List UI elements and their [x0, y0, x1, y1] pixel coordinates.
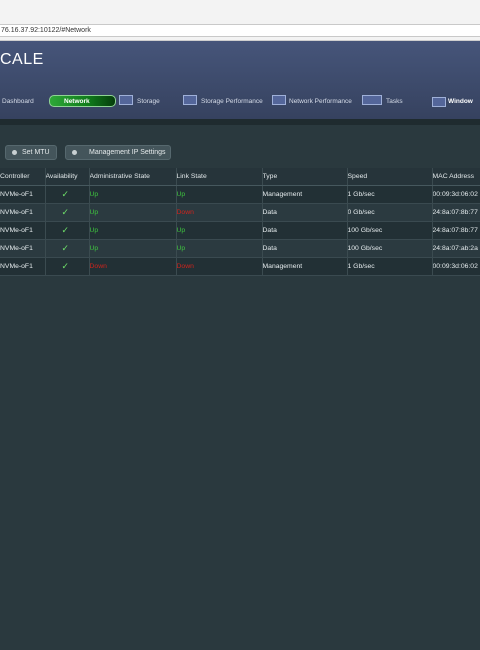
table-row[interactable]: NVMe-oF1 ✓ Up Up Data 100 Gb/sec 24:8a:07:8b:7… [0, 221, 480, 240]
cell: Data [262, 203, 348, 222]
nav-tab[interactable]: Tasks [386, 98, 403, 105]
nav-icon [272, 95, 286, 105]
table-row[interactable]: NVMe-oF1 ✓ Down Down Management 1 Gb/sec 00:09… [0, 257, 480, 276]
column-header[interactable]: Availability [45, 168, 90, 186]
cell: NVMe-oF1 [0, 185, 46, 204]
cell: NVMe-oF1 [0, 221, 46, 240]
set-mtu-button[interactable]: Set MTU [5, 145, 57, 160]
header-band [0, 119, 480, 125]
cell: 00:09:3d:06:02 [432, 257, 480, 276]
column-header[interactable]: Type [262, 168, 348, 186]
cell: 1 Gb/sec [347, 257, 433, 276]
cell: Down [89, 257, 177, 276]
cell: ✓ [45, 257, 90, 276]
cell: Up [176, 239, 263, 258]
column-header[interactable]: MAC Address [432, 168, 480, 186]
table-row[interactable]: NVMe-oF1 ✓ Up Up Data 100 Gb/sec 24:8a:07:ab:2… [0, 239, 480, 258]
cell: Management [262, 185, 348, 204]
cell: NVMe-oF1 [0, 239, 46, 258]
cell: Management [262, 257, 348, 276]
nav-tab[interactable]: Dashboard [2, 98, 34, 105]
nav-icon [362, 95, 382, 105]
column-header[interactable]: Link State [176, 168, 263, 186]
nav-tab[interactable]: Network [64, 98, 90, 105]
nav-icon [432, 97, 446, 107]
column-header[interactable]: Speed [347, 168, 433, 186]
cell: ✓ [45, 185, 90, 204]
cell: 00:09:3d:06:02 [432, 185, 480, 204]
cell: ✓ [45, 203, 90, 222]
cell: 100 Gb/sec [347, 221, 433, 240]
address-bar[interactable]: 76.16.37.92:10122/#Network [0, 24, 480, 37]
cell: 24:8a:07:8b:77 [432, 203, 480, 222]
nav-tab[interactable]: Storage Performance [201, 98, 263, 105]
header-row: Controller Availability Administrative S… [0, 168, 480, 186]
cell: 24:8a:07:ab:2a [432, 239, 480, 258]
cell: NVMe-oF1 [0, 257, 46, 276]
column-header[interactable]: Controller [0, 168, 46, 186]
cell: Up [89, 221, 177, 240]
cell: Up [176, 221, 263, 240]
nav-tab[interactable]: Network Performance [289, 98, 352, 105]
app-title: CALE [0, 51, 44, 68]
cell: Up [89, 185, 177, 204]
app-header [0, 41, 480, 119]
table-row[interactable]: NVMe-oF1 ✓ Up Down Data 0 Gb/sec 24:8a:07:8b:7… [0, 203, 480, 222]
nav-icon [119, 95, 133, 105]
cell: 0 Gb/sec [347, 203, 433, 222]
network-table: Controller Availability Administrative S… [0, 168, 480, 276]
cell: ✓ [45, 221, 90, 240]
nav-tab[interactable]: Window [448, 98, 473, 105]
cell: NVMe-oF1 [0, 203, 46, 222]
cell: Data [262, 239, 348, 258]
column-header[interactable]: Administrative State [89, 168, 177, 186]
cell: 24:8a:07:8b:77 [432, 221, 480, 240]
cell: Down [176, 257, 263, 276]
cell: ✓ [45, 239, 90, 258]
cell: 1 Gb/sec [347, 185, 433, 204]
cell: Down [176, 203, 263, 222]
nav-tab[interactable]: Storage [137, 98, 160, 105]
nav-icon [183, 95, 197, 105]
active-tab[interactable] [49, 95, 116, 107]
cell: Data [262, 221, 348, 240]
cell: Up [89, 239, 177, 258]
table-row[interactable]: NVMe-oF1 ✓ Up Up Management 1 Gb/sec 00:09:3d:… [0, 185, 480, 204]
url-text: 76.16.37.92:10122/#Network [1, 27, 91, 34]
cell: Up [89, 203, 177, 222]
management-ip-button[interactable]: Management IP Settings [65, 145, 171, 160]
cell: Up [176, 185, 263, 204]
cell: 100 Gb/sec [347, 239, 433, 258]
